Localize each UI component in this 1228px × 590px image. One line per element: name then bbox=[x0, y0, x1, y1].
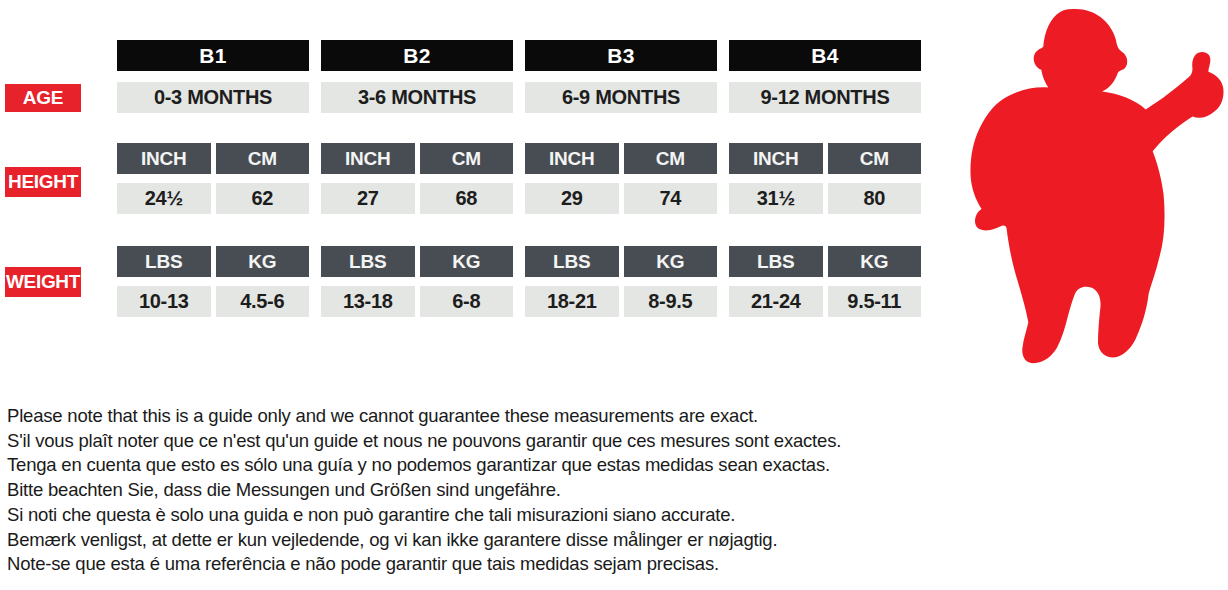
height-inch-value-b4: 31½ bbox=[729, 183, 823, 214]
weight-unit-row-b2: LBS KG bbox=[321, 246, 513, 277]
height-unit-cm-b1: CM bbox=[216, 143, 310, 174]
age-cell-b2: 3-6 MONTHS bbox=[321, 82, 513, 113]
weight-unit-lbs-b4: LBS bbox=[729, 246, 823, 277]
weight-unit-lbs-b2: LBS bbox=[321, 246, 415, 277]
age-cell-b3: 6-9 MONTHS bbox=[525, 82, 717, 113]
weight-kg-value-b3: 8-9.5 bbox=[624, 286, 718, 317]
weight-lbs-value-b3: 18-21 bbox=[525, 286, 619, 317]
disclaimer-line-pt: Note-se que esta é uma referência e não … bbox=[7, 552, 1107, 577]
weight-kg-value-b2: 6-8 bbox=[420, 286, 514, 317]
height-unit-cm-b4: CM bbox=[828, 143, 922, 174]
height-cm-value-b3: 74 bbox=[624, 183, 718, 214]
age-row-label: AGE bbox=[5, 84, 81, 112]
height-inch-value-b3: 29 bbox=[525, 183, 619, 214]
weight-value-row-b3: 18-21 8-9.5 bbox=[525, 286, 717, 317]
height-cm-value-b2: 68 bbox=[420, 183, 514, 214]
weight-lbs-value-b4: 21-24 bbox=[729, 286, 823, 317]
height-unit-cm-b3: CM bbox=[624, 143, 718, 174]
height-unit-row-b4: INCH CM bbox=[729, 143, 921, 174]
weight-value-row-b1: 10-13 4.5-6 bbox=[117, 286, 309, 317]
height-unit-row-b2: INCH CM bbox=[321, 143, 513, 174]
height-unit-row-b3: INCH CM bbox=[525, 143, 717, 174]
disclaimer-line-da: Bemærk venligst, at dette er kun vejlede… bbox=[7, 528, 1107, 553]
weight-kg-value-b1: 4.5-6 bbox=[216, 286, 310, 317]
disclaimer-line-it: Si noti che questa è solo una guida e no… bbox=[7, 503, 1107, 528]
age-cell-b4: 9-12 MONTHS bbox=[729, 82, 921, 113]
height-unit-inch-b2: INCH bbox=[321, 143, 415, 174]
disclaimer-line-fr: S'il vous plaît noter que ce n'est qu'un… bbox=[7, 429, 1107, 454]
weight-unit-kg-b1: KG bbox=[216, 246, 310, 277]
height-row-label: HEIGHT bbox=[5, 167, 81, 197]
weight-unit-row-b1: LBS KG bbox=[117, 246, 309, 277]
weight-row-label: WEIGHT bbox=[5, 267, 81, 297]
height-cm-value-b4: 80 bbox=[828, 183, 922, 214]
height-value-row-b1: 24½ 62 bbox=[117, 183, 309, 214]
height-cm-value-b1: 62 bbox=[216, 183, 310, 214]
height-inch-value-b1: 24½ bbox=[117, 183, 211, 214]
weight-unit-kg-b2: KG bbox=[420, 246, 514, 277]
weight-unit-row-b3: LBS KG bbox=[525, 246, 717, 277]
size-header-b2: B2 bbox=[321, 40, 513, 71]
weight-unit-lbs-b3: LBS bbox=[525, 246, 619, 277]
size-header-b1: B1 bbox=[117, 40, 309, 71]
disclaimer-line-es: Tenga en cuenta que esto es sólo una guí… bbox=[7, 453, 1107, 478]
weight-lbs-value-b1: 10-13 bbox=[117, 286, 211, 317]
height-unit-inch-b4: INCH bbox=[729, 143, 823, 174]
height-value-row-b3: 29 74 bbox=[525, 183, 717, 214]
age-cell-b1: 0-3 MONTHS bbox=[117, 82, 309, 113]
disclaimer-line-en: Please note that this is a guide only an… bbox=[7, 404, 1107, 429]
weight-lbs-value-b2: 13-18 bbox=[321, 286, 415, 317]
weight-unit-kg-b4: KG bbox=[828, 246, 922, 277]
height-inch-value-b2: 27 bbox=[321, 183, 415, 214]
weight-unit-row-b4: LBS KG bbox=[729, 246, 921, 277]
disclaimer-line-de: Bitte beachten Sie, dass die Messungen u… bbox=[7, 478, 1107, 503]
height-unit-inch-b1: INCH bbox=[117, 143, 211, 174]
weight-value-row-b4: 21-24 9.5-11 bbox=[729, 286, 921, 317]
weight-unit-lbs-b1: LBS bbox=[117, 246, 211, 277]
height-unit-inch-b3: INCH bbox=[525, 143, 619, 174]
height-unit-row-b1: INCH CM bbox=[117, 143, 309, 174]
weight-value-row-b2: 13-18 6-8 bbox=[321, 286, 513, 317]
weight-unit-kg-b3: KG bbox=[624, 246, 718, 277]
size-header-b4: B4 bbox=[729, 40, 921, 71]
height-value-row-b2: 27 68 bbox=[321, 183, 513, 214]
weight-kg-value-b4: 9.5-11 bbox=[828, 286, 922, 317]
disclaimer-text: Please note that this is a guide only an… bbox=[7, 404, 1107, 577]
height-value-row-b4: 31½ 80 bbox=[729, 183, 921, 214]
baby-silhouette-icon bbox=[960, 2, 1228, 380]
height-unit-cm-b2: CM bbox=[420, 143, 514, 174]
size-header-b3: B3 bbox=[525, 40, 717, 71]
baby-size-chart: AGE HEIGHT WEIGHT B1 0-3 MONTHS INCH CM … bbox=[0, 0, 1228, 590]
